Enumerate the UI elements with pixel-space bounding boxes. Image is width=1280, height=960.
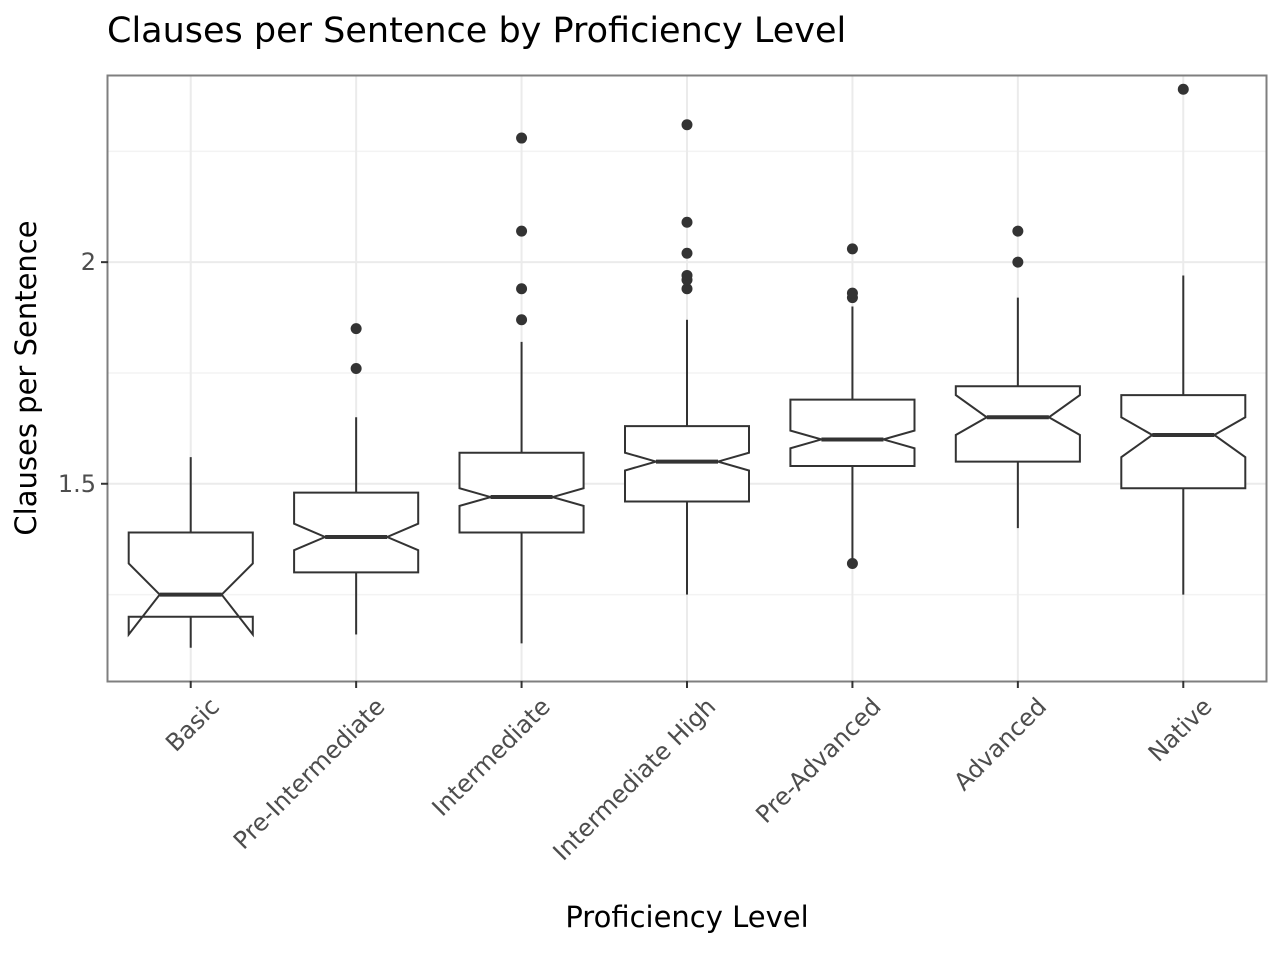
outlier-point xyxy=(846,287,858,299)
x-tick-label: Advanced xyxy=(948,692,1052,796)
outlier-point xyxy=(681,247,693,259)
box-body xyxy=(954,385,1081,463)
outlier-point xyxy=(681,269,693,281)
outlier-point xyxy=(681,283,693,295)
box-body xyxy=(789,398,916,467)
outlier-point xyxy=(516,225,528,237)
x-tick-label: Pre-Intermediate xyxy=(228,692,390,854)
outlier-point xyxy=(1012,225,1024,237)
y-axis: 1.52 xyxy=(58,248,108,498)
outlier-point xyxy=(681,119,693,131)
outlier-point xyxy=(516,283,528,295)
box-body xyxy=(458,451,585,534)
x-tick-label: Intermediate xyxy=(427,692,556,821)
outlier-point xyxy=(350,363,362,375)
chart-title: Clauses per Sentence by Proficiency Leve… xyxy=(107,11,846,51)
grid-lines xyxy=(108,76,1266,681)
outlier-point xyxy=(1012,256,1024,268)
boxplots xyxy=(127,83,1247,648)
outlier-point xyxy=(681,216,693,228)
x-tick-label: Basic xyxy=(160,692,225,757)
box-body xyxy=(624,425,750,503)
outlier-point xyxy=(516,314,528,326)
outlier-point xyxy=(846,243,858,255)
x-tick-label: Native xyxy=(1143,692,1218,767)
x-axis: Basic Pre-Intermediate IntermediateInterme… xyxy=(160,681,1218,866)
outlier-point xyxy=(350,323,362,335)
box-body xyxy=(1120,394,1247,490)
box-body xyxy=(293,491,420,574)
outlier-point xyxy=(516,132,528,144)
y-axis-title: Clauses per Sentence xyxy=(9,220,43,535)
box-body xyxy=(127,531,254,638)
x-tick-label: Pre-Advanced xyxy=(750,692,886,828)
y-tick-label: 1.5 xyxy=(58,470,96,498)
outlier-point xyxy=(1177,83,1189,95)
outlier-point xyxy=(846,558,858,570)
x-axis-title: Proficiency Level xyxy=(565,900,808,934)
y-tick-label: 2 xyxy=(81,248,96,276)
x-tick-label: Intermediate High xyxy=(548,692,722,866)
